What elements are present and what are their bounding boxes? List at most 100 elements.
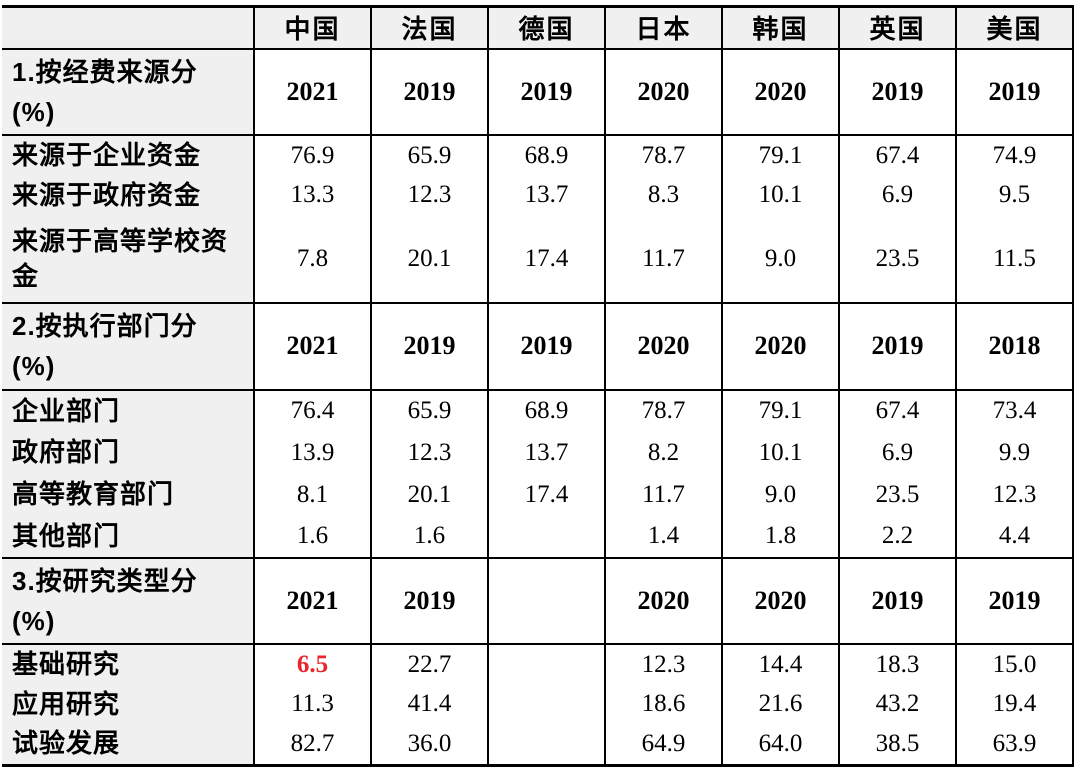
year-cell: 2020 <box>604 556 722 645</box>
table-row: 来源于企业资金 76.9 65.9 68.9 78.7 79.1 67.4 74.9 <box>2 134 1073 176</box>
value-cell: 21.6 <box>721 684 839 725</box>
value-cell: 1.8 <box>721 515 839 558</box>
country-header: 中国 <box>253 6 371 49</box>
year-cell: 2019 <box>955 556 1073 645</box>
value-cell: 11.5 <box>955 215 1073 304</box>
row-label: 来源于企业资金 <box>2 134 254 176</box>
year-cell: 2021 <box>253 47 371 136</box>
value-cell: 20.1 <box>370 215 488 304</box>
year-cell: 2021 <box>253 556 371 645</box>
value-cell: 13.7 <box>487 175 605 216</box>
value-cell: 19.4 <box>955 684 1073 725</box>
row-label: 来源于政府资金 <box>2 175 254 216</box>
row-label: 政府部门 <box>2 431 254 474</box>
value-cell: 18.3 <box>838 643 956 685</box>
value-cell: 12.3 <box>604 643 722 685</box>
value-cell: 64.0 <box>721 724 839 766</box>
value-cell <box>487 684 605 725</box>
value-cell: 82.7 <box>253 724 371 766</box>
value-cell: 17.4 <box>487 215 605 304</box>
row-label: 来源于高等学校资金 <box>2 215 254 304</box>
row-label: 基础研究 <box>2 643 254 685</box>
table-row: 应用研究 11.3 41.4 18.6 21.6 43.2 19.4 <box>2 684 1073 725</box>
year-cell: 2019 <box>487 302 605 390</box>
year-cell: 2019 <box>838 47 956 136</box>
value-cell: 9.0 <box>721 473 839 516</box>
value-cell: 2.2 <box>838 515 956 558</box>
value-cell: 78.7 <box>604 134 722 176</box>
value-cell: 68.9 <box>487 134 605 176</box>
value-cell: 67.4 <box>838 134 956 176</box>
value-cell: 63.9 <box>955 724 1073 766</box>
value-cell: 11.7 <box>604 473 722 516</box>
year-cell: 2019 <box>370 302 488 390</box>
value-cell: 11.3 <box>253 684 371 725</box>
year-cell: 2018 <box>955 302 1073 390</box>
value-cell: 10.1 <box>721 431 839 474</box>
year-cell: 2020 <box>721 302 839 390</box>
value-cell: 6.5 <box>253 643 371 685</box>
country-header: 德国 <box>487 6 605 49</box>
value-cell: 11.7 <box>604 215 722 304</box>
section-title: 2.按执行部门分 (%) <box>2 302 254 390</box>
value-cell: 67.4 <box>838 388 956 432</box>
section-header-row: 1.按经费来源分 (%) 2021 2019 2019 2020 2020 2019 2019 <box>2 47 1073 136</box>
value-cell: 8.3 <box>604 175 722 216</box>
value-cell: 64.9 <box>604 724 722 766</box>
country-header: 英国 <box>838 6 956 49</box>
table-row: 企业部门 76.4 65.9 68.9 78.7 79.1 67.4 73.4 <box>2 388 1073 432</box>
value-cell: 65.9 <box>370 134 488 176</box>
value-cell: 79.1 <box>721 134 839 176</box>
value-cell: 1.4 <box>604 515 722 558</box>
value-cell: 1.6 <box>370 515 488 558</box>
value-cell: 12.3 <box>955 473 1073 516</box>
year-cell: 2019 <box>838 556 956 645</box>
value-cell: 13.9 <box>253 431 371 474</box>
value-cell <box>487 515 605 558</box>
table-row: 政府部门 13.9 12.3 13.7 8.2 10.1 6.9 9.9 <box>2 431 1073 474</box>
table-row: 其他部门 1.6 1.6 1.4 1.8 2.2 4.4 <box>2 515 1073 558</box>
table-body: 中国 法国 德国 日本 韩国 英国 美国 1.按经费来源分 (%) 2021 2019 2019 20… <box>2 6 1073 766</box>
value-cell: 8.2 <box>604 431 722 474</box>
country-header-row: 中国 法国 德国 日本 韩国 英国 美国 <box>2 6 1073 49</box>
value-cell: 78.7 <box>604 388 722 432</box>
row-label: 高等教育部门 <box>2 473 254 516</box>
year-cell: 2020 <box>721 556 839 645</box>
year-cell: 2019 <box>370 47 488 136</box>
value-cell: 74.9 <box>955 134 1073 176</box>
year-cell: 2019 <box>370 556 488 645</box>
year-cell: 2020 <box>721 47 839 136</box>
country-header: 日本 <box>604 6 722 49</box>
value-cell: 17.4 <box>487 473 605 516</box>
value-cell: 6.9 <box>838 431 956 474</box>
value-cell: 6.9 <box>838 175 956 216</box>
value-cell: 36.0 <box>370 724 488 766</box>
value-cell: 1.6 <box>253 515 371 558</box>
value-cell: 12.3 <box>370 175 488 216</box>
table-row: 试验发展 82.7 36.0 64.9 64.0 38.5 63.9 <box>2 724 1073 766</box>
year-cell: 2019 <box>487 47 605 136</box>
table-row: 来源于高等学校资金 7.8 20.1 17.4 11.7 9.0 23.5 11.5 <box>2 215 1073 304</box>
value-cell: 10.1 <box>721 175 839 216</box>
value-cell: 73.4 <box>955 388 1073 432</box>
value-cell: 65.9 <box>370 388 488 432</box>
table-row: 来源于政府资金 13.3 12.3 13.7 8.3 10.1 6.9 9.5 <box>2 175 1073 216</box>
value-cell <box>487 724 605 766</box>
section-title: 3.按研究类型分 (%) <box>2 556 254 645</box>
value-cell: 20.1 <box>370 473 488 516</box>
value-cell: 12.3 <box>370 431 488 474</box>
value-cell: 68.9 <box>487 388 605 432</box>
value-cell: 9.0 <box>721 215 839 304</box>
value-cell: 18.6 <box>604 684 722 725</box>
corner-cell <box>2 6 254 49</box>
value-cell: 13.7 <box>487 431 605 474</box>
country-header: 美国 <box>955 6 1073 49</box>
country-header: 韩国 <box>721 6 839 49</box>
section-header-row: 2.按执行部门分 (%) 2021 2019 2019 2020 2020 2019 2018 <box>2 302 1073 390</box>
row-label: 应用研究 <box>2 684 254 725</box>
value-cell: 4.4 <box>955 515 1073 558</box>
value-cell: 15.0 <box>955 643 1073 685</box>
country-header: 法国 <box>370 6 488 49</box>
year-cell: 2019 <box>955 47 1073 136</box>
